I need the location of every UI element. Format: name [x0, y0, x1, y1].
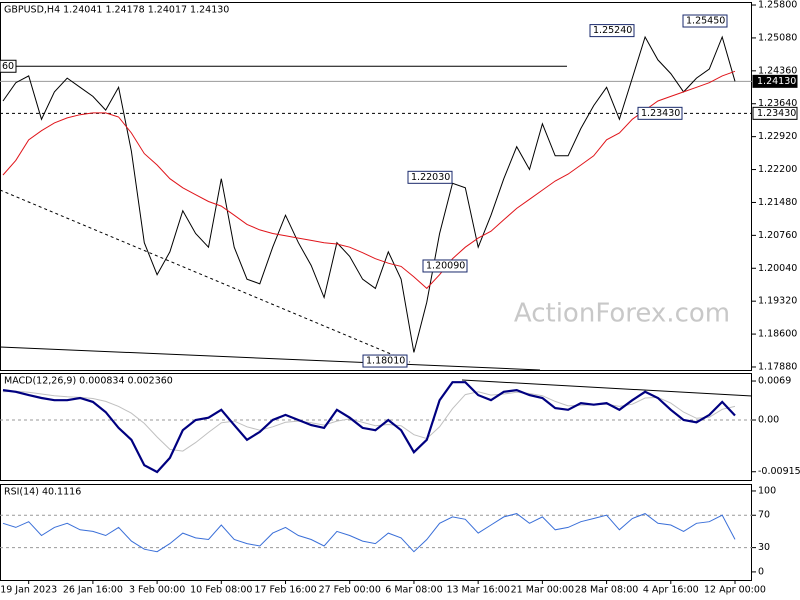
level-label: 60 — [2, 61, 14, 72]
annotation-box — [682, 14, 728, 28]
y-tick-label: 1.22200 — [758, 164, 797, 175]
annotation-label: 1.23430 — [641, 108, 680, 119]
series-line — [2, 513, 736, 553]
price-marker-box — [752, 74, 798, 88]
y-tick-label: 1.23640 — [758, 98, 797, 109]
x-tick-label: 28 Mar 08:00 — [575, 585, 638, 596]
x-tick-label: 12 Apr 00:00 — [704, 585, 766, 596]
annotation-label: 1.25450 — [686, 16, 725, 27]
trend-line — [0, 189, 411, 363]
macd-trend-line — [461, 379, 753, 397]
annotation-box — [362, 354, 408, 368]
y-tick-label: 70 — [758, 510, 770, 521]
y-tick-label: 1.20040 — [758, 263, 797, 274]
annotation-box — [407, 170, 453, 184]
y-tick-label: 1.24360 — [758, 65, 797, 76]
annotation-label: 1.20090 — [426, 260, 465, 271]
y-tick-label: 100 — [758, 485, 776, 496]
series-line — [2, 70, 736, 290]
y-tick-label: 0.00 — [758, 415, 779, 426]
y-tick-label: 1.22920 — [758, 131, 797, 142]
y-tick-label: 0 — [758, 566, 764, 577]
y-tick-label: -0.009158 — [758, 466, 800, 477]
y-tick-label: 0.0069 — [758, 376, 791, 387]
x-tick-label: 21 Mar 00:00 — [511, 585, 574, 596]
panel-title: MACD(12,26,9) 0.000834 0.002360 — [4, 376, 173, 387]
trend-line — [0, 346, 541, 371]
x-tick-label: 6 Mar 08:00 — [385, 585, 442, 596]
x-tick-label: 10 Feb 08:00 — [190, 585, 252, 596]
price-marker-box — [752, 106, 798, 120]
series-line — [2, 35, 736, 353]
x-tick-label: 3 Feb 00:00 — [129, 585, 185, 596]
x-tick-label: 26 Jan 16:00 — [63, 585, 123, 596]
annotation-box — [637, 106, 683, 120]
x-tick-label: 27 Feb 00:00 — [319, 585, 381, 596]
annotation-box — [422, 259, 468, 273]
annotation-label: 1.22030 — [411, 172, 450, 183]
annotation-label: 1.18010 — [366, 356, 405, 367]
panel-frame — [0, 373, 752, 481]
x-tick-label: 19 Jan 2023 — [0, 585, 57, 596]
y-tick-label: 1.20760 — [758, 230, 797, 241]
watermark: ActionForex.com — [514, 299, 730, 329]
annotation-label: 1.25240 — [593, 25, 632, 36]
x-tick-label: 4 Apr 16:00 — [643, 585, 699, 596]
annotation-box — [589, 24, 635, 38]
level-label-box — [0, 59, 17, 73]
y-tick-label: 1.19320 — [758, 296, 797, 307]
series-line — [2, 381, 736, 474]
panel-title: RSI(14) 40.1116 — [4, 487, 81, 498]
y-tick-label: 30 — [758, 542, 770, 553]
y-tick-label: 1.18600 — [758, 329, 797, 340]
panel-frame — [0, 2, 752, 371]
price-marker-label: 1.24130 — [757, 76, 796, 87]
y-tick-label: 1.21480 — [758, 197, 797, 208]
y-tick-label: 1.25080 — [758, 32, 797, 43]
x-tick-label: 17 Feb 16:00 — [254, 585, 316, 596]
x-tick-label: 13 Mar 16:00 — [446, 585, 509, 596]
price-marker-label: 1.23430 — [757, 108, 796, 119]
panel-frame — [0, 484, 752, 581]
y-tick-label: 1.25800 — [758, 0, 797, 11]
y-tick-label: 1.17880 — [758, 361, 797, 372]
panel-title: GBPUSD,H4 1.24041 1.24178 1.24017 1.2413… — [4, 5, 229, 16]
